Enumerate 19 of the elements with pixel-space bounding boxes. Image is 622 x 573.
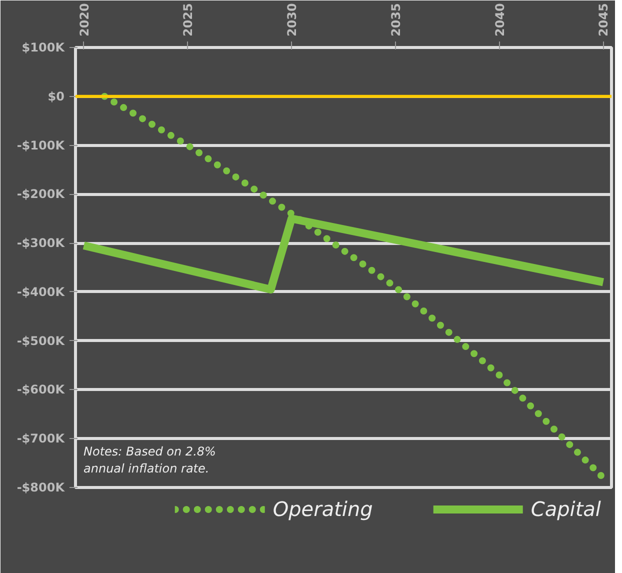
x-tick-label: 2040 (492, 3, 507, 36)
x-tick-label: 2035 (388, 3, 403, 36)
x-tick-label: 2045 (596, 3, 611, 36)
y-tick-label: -$700K (16, 432, 66, 446)
y-tick-label: -$300K (16, 236, 66, 250)
legend-label: Operating (272, 497, 373, 521)
y-tick-label: -$100K (16, 138, 66, 152)
y-tick-label: -$400K (16, 284, 66, 299)
x-tick-label: 2020 (77, 3, 92, 36)
y-tick-label: -$800K (16, 480, 66, 494)
y-tick-label: $100K (22, 40, 66, 54)
y-tick-label: $0 (48, 89, 65, 104)
y-tick-label: -$500K (16, 334, 66, 348)
y-tick-label: -$200K (16, 187, 66, 202)
y-tick-label: -$600K (16, 382, 66, 397)
legend-label: Capital (530, 497, 601, 521)
annotation: Notes: Based on 2.8% annual inflation rate. (84, 444, 216, 476)
x-tick-label: 2030 (285, 3, 300, 36)
x-tick-label: 2025 (181, 3, 196, 36)
